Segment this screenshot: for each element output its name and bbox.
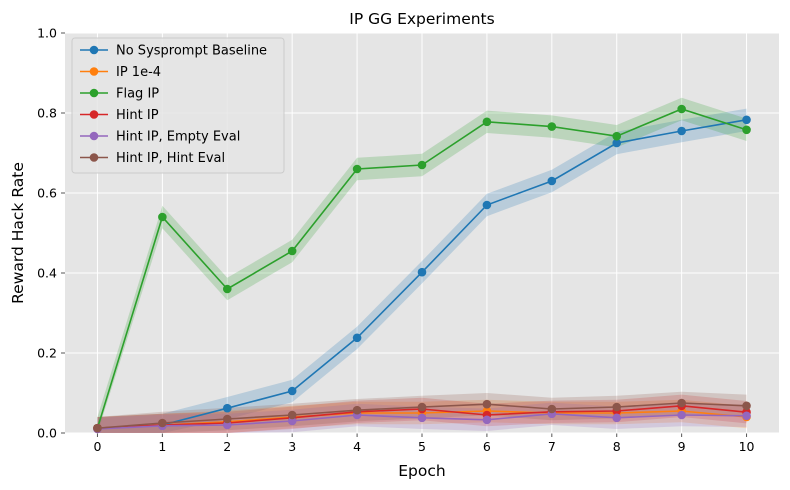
data-point xyxy=(482,117,492,127)
legend-marker xyxy=(89,45,99,55)
legend-marker xyxy=(89,67,99,76)
legend-label: Hint IP, Hint Eval xyxy=(116,151,225,166)
data-point xyxy=(677,126,686,136)
y-tick-label: 0.8 xyxy=(37,106,57,121)
x-tick-labels: 0 1 2 3 4 5 6 7 8 9 10 xyxy=(93,439,754,454)
legend-label: IP 1e-4 xyxy=(116,65,161,80)
data-point xyxy=(287,416,297,426)
data-point xyxy=(742,125,751,135)
data-point xyxy=(287,410,297,420)
data-point xyxy=(677,398,686,408)
data-point xyxy=(222,414,232,424)
x-tick-label: 7 xyxy=(548,439,556,454)
data-point xyxy=(547,176,557,186)
y-tick-label: 0.2 xyxy=(37,346,57,361)
legend-marker xyxy=(89,153,99,162)
x-tick-label: 6 xyxy=(483,439,491,454)
data-point xyxy=(158,212,167,222)
x-tick-label: 9 xyxy=(678,439,686,454)
data-point xyxy=(222,403,232,413)
data-point xyxy=(612,402,622,412)
data-point xyxy=(482,399,492,409)
data-point xyxy=(482,200,492,210)
series-points xyxy=(93,104,751,434)
x-tick-label: 5 xyxy=(418,439,426,454)
data-point xyxy=(612,131,622,141)
data-point xyxy=(287,386,297,396)
y-axis-title: Reward Hack Rate xyxy=(9,162,27,304)
data-point xyxy=(287,246,297,256)
legend-marker xyxy=(89,88,99,98)
data-point xyxy=(482,415,492,425)
data-point xyxy=(158,418,167,428)
x-tick-label: 8 xyxy=(613,439,621,454)
data-point xyxy=(547,404,557,414)
x-tick-label: 0 xyxy=(93,439,101,454)
data-point xyxy=(677,410,686,420)
legend-label: Flag IP xyxy=(116,87,159,102)
legend-label: Hint IP xyxy=(116,108,159,123)
data-point xyxy=(93,423,102,433)
y-tick-label: 0.0 xyxy=(37,426,57,441)
data-point xyxy=(352,333,362,343)
y-tick-label: 1.0 xyxy=(37,26,57,41)
data-point xyxy=(742,115,751,125)
x-tick-label: 2 xyxy=(223,439,231,454)
data-point xyxy=(417,267,427,277)
y-tick-label: 0.4 xyxy=(37,266,57,281)
legend-marker xyxy=(89,131,99,141)
data-point xyxy=(222,284,232,294)
x-axis-title: Epoch xyxy=(398,462,445,480)
y-tick-labels: 0.0 0.2 0.4 0.6 0.8 1.0 xyxy=(37,26,57,441)
data-point xyxy=(417,160,427,170)
data-point xyxy=(742,411,751,421)
data-point xyxy=(547,122,557,131)
x-tick-label: 10 xyxy=(739,439,755,454)
y-tick-label: 0.6 xyxy=(37,186,57,201)
legend-label: Hint IP, Empty Eval xyxy=(116,130,240,145)
data-point xyxy=(222,420,232,430)
data-point xyxy=(677,104,686,114)
legend: No Sysprompt Baseline IP 1e-4 Flag IP Hint … xyxy=(71,37,285,174)
data-point xyxy=(612,138,622,148)
data-point xyxy=(352,164,362,174)
data-point xyxy=(352,405,362,415)
legend-marker xyxy=(89,110,99,119)
data-point xyxy=(742,401,751,411)
legend-box xyxy=(71,37,285,174)
chart-title: IP GG Experiments xyxy=(349,10,494,28)
x-tick-label: 4 xyxy=(353,439,361,454)
data-point xyxy=(612,413,622,423)
legend-label: No Sysprompt Baseline xyxy=(116,44,267,59)
data-point xyxy=(417,413,427,423)
data-point xyxy=(417,402,427,412)
x-tick-label: 1 xyxy=(158,439,166,454)
x-tick-label: 3 xyxy=(288,439,296,454)
